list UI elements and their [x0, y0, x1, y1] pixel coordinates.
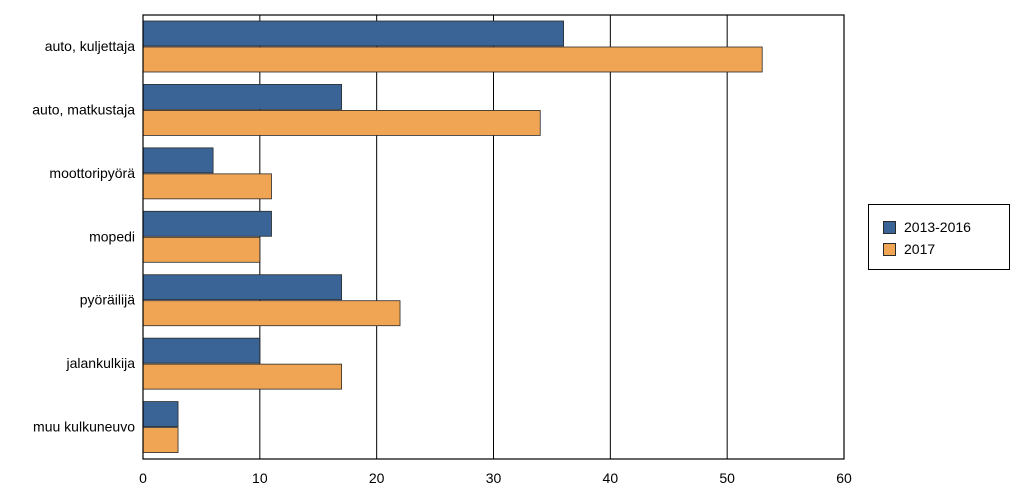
bar-series-2	[142, 300, 401, 327]
bar-series-1	[142, 401, 179, 427]
category-label: moottoripyörä	[49, 165, 135, 181]
x-tick-labels: 0 10 20 30 40 50 60	[139, 470, 852, 486]
bar-series-2	[142, 236, 261, 263]
category-label: muu kulkuneuvo	[33, 419, 135, 435]
gridlines	[259, 15, 728, 459]
category-label: mopedi	[89, 228, 135, 244]
bar-series-1	[142, 147, 214, 174]
bar-series-1	[142, 274, 343, 301]
category-label: jalankulkija	[66, 355, 136, 371]
x-tick-label: 20	[369, 470, 385, 486]
bar-series-2	[142, 363, 343, 390]
legend-swatch-series-2	[883, 242, 896, 256]
category-label: auto, matkustaja	[32, 101, 135, 117]
x-tick-label: 10	[252, 470, 268, 486]
legend: 2013-2016 2017	[868, 204, 1010, 270]
legend-swatch-series-1	[883, 220, 896, 234]
x-tick-label: 60	[836, 470, 852, 486]
bar-series-1	[142, 84, 343, 110]
category-label: auto, kuljettaja	[45, 38, 135, 54]
bar-series-1	[142, 20, 565, 47]
plot-frame	[142, 14, 845, 460]
bars	[142, 20, 763, 453]
legend-label-series-2: 2017	[904, 241, 936, 257]
bar-series-2	[142, 427, 179, 453]
bar-series-2	[142, 173, 272, 200]
x-tick-label: 50	[719, 470, 735, 486]
legend-item-series-1: 2013-2016	[883, 218, 971, 236]
category-label: pyöräilijä	[80, 292, 135, 308]
bar-series-1	[142, 337, 261, 364]
legend-label-series-1: 2013-2016	[904, 219, 971, 235]
bar-series-1	[142, 210, 272, 237]
legend-item-series-2: 2017	[883, 240, 935, 258]
x-tick-label: 0	[139, 470, 147, 486]
bar-series-2	[142, 46, 763, 73]
bar-series-2	[142, 110, 541, 136]
x-tick-label: 30	[486, 470, 502, 486]
category-labels: auto, kuljettaja auto, matkustaja moottori…	[32, 38, 135, 435]
x-tick-label: 40	[603, 470, 619, 486]
